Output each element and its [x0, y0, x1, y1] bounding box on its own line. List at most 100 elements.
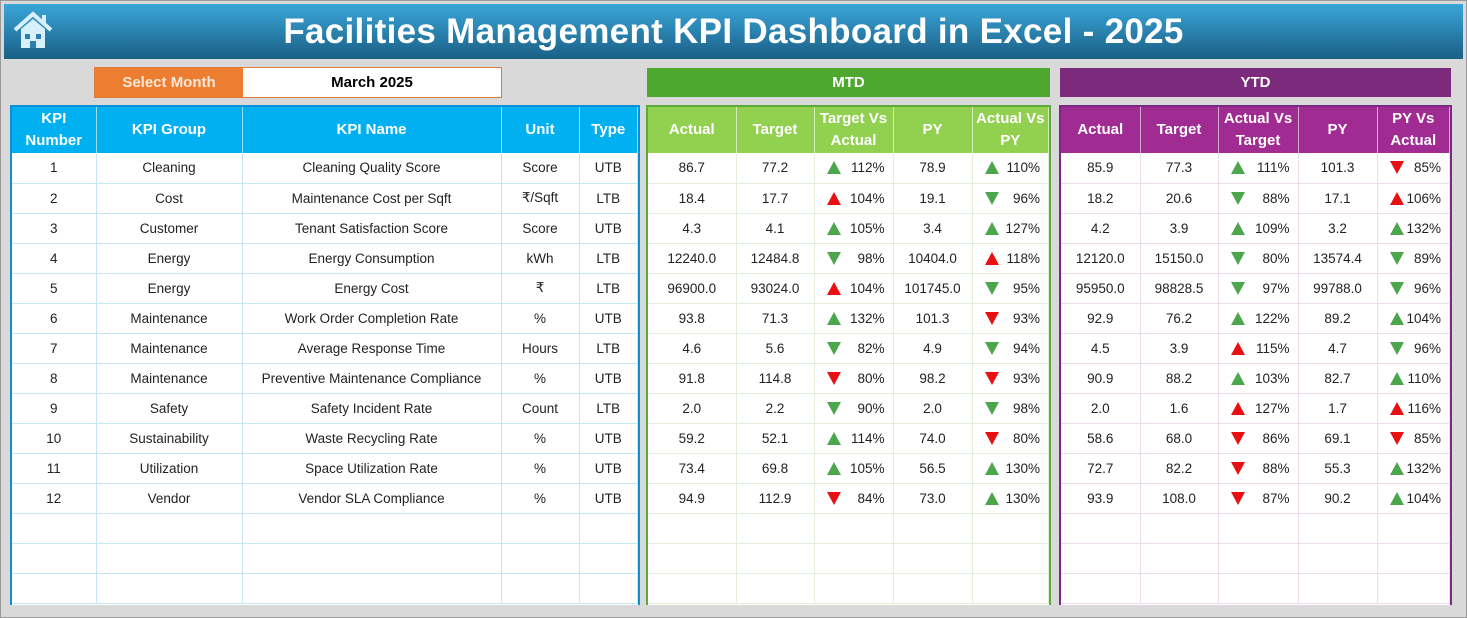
- variance-cell: 82%: [814, 333, 894, 364]
- triangle-down-icon: [1389, 161, 1404, 175]
- triangle-up-icon: [826, 281, 841, 295]
- variance-value: 104%: [849, 190, 885, 206]
- variance-value: 88%: [1262, 190, 1290, 206]
- empty-cell: [12, 573, 97, 604]
- triangle-down-icon: [1389, 281, 1404, 295]
- kpi-type: LTB: [579, 273, 638, 304]
- mtd-target: 4.1: [736, 213, 815, 244]
- variance-cell: 84%: [814, 483, 894, 514]
- variance-value: 94%: [1012, 340, 1040, 356]
- home-icon[interactable]: [12, 10, 54, 50]
- ytd-target: 3.9: [1140, 213, 1219, 244]
- variance-cell: 104%: [1377, 303, 1450, 334]
- triangle-down-icon: [826, 371, 841, 385]
- variance-content: 109%: [1219, 221, 1298, 236]
- triangle-up-icon: [826, 311, 841, 325]
- mtd-section-header: MTD: [647, 68, 1050, 97]
- mtd-py: 73.0: [893, 483, 973, 514]
- kpi-unit: Score: [501, 213, 580, 244]
- mtd-actual: 2.0: [648, 393, 737, 424]
- table-row: 96900.0 93024.0 104% 101745.0 95%: [648, 273, 1049, 304]
- ytd-actual: 93.9: [1061, 483, 1141, 514]
- variance-value: 115%: [1255, 340, 1290, 356]
- variance-content: 88%: [1219, 461, 1298, 476]
- variance-value: 105%: [849, 220, 885, 236]
- table-row: 2.0 1.6 127% 1.7 116%: [1061, 393, 1450, 424]
- ytd-target: 82.2: [1140, 453, 1219, 484]
- variance-value: 106%: [1406, 190, 1441, 206]
- variance-content: 103%: [1219, 371, 1298, 386]
- kpi-unit: ₹: [501, 273, 580, 304]
- kpi-number: 9: [12, 393, 97, 424]
- variance-content: 80%: [815, 371, 893, 386]
- variance-cell: 132%: [814, 303, 894, 334]
- kpi-name: Tenant Satisfaction Score: [242, 213, 502, 244]
- empty-cell: [579, 573, 638, 604]
- mtd-py: 19.1: [893, 183, 973, 214]
- variance-value: 82%: [857, 340, 885, 356]
- triangle-down-icon: [826, 401, 841, 415]
- variance-cell: 93%: [972, 363, 1049, 394]
- variance-content: 115%: [1219, 341, 1298, 356]
- variance-value: 84%: [857, 490, 885, 506]
- kpi-group: Customer: [96, 213, 243, 244]
- table-row: 4.6 5.6 82% 4.9 94%: [648, 333, 1049, 364]
- ytd-py: 4.7: [1298, 333, 1378, 364]
- kpi-type: UTB: [579, 453, 638, 484]
- month-dropdown[interactable]: March 2025: [243, 68, 501, 97]
- triangle-up-icon: [826, 191, 841, 205]
- triangle-down-icon: [984, 311, 999, 325]
- empty-cell: [579, 543, 638, 574]
- variance-cell: 110%: [972, 153, 1049, 184]
- mtd-actual: 12240.0: [648, 243, 737, 274]
- variance-content: 104%: [1378, 311, 1450, 326]
- variance-value: 130%: [1005, 460, 1040, 476]
- variance-cell: 127%: [972, 213, 1049, 244]
- triangle-up-icon: [1389, 491, 1404, 505]
- variance-value: 87%: [1262, 490, 1290, 506]
- variance-value: 112%: [850, 160, 885, 176]
- variance-content: 94%: [973, 341, 1049, 356]
- ytd-actual: 4.5: [1061, 333, 1141, 364]
- variance-value: 96%: [1413, 280, 1441, 296]
- table-row: 93.9 108.0 87% 90.2 104%: [1061, 483, 1450, 514]
- mtd-header-row: Actual Target Target Vs Actual PY Actual Vs …: [648, 107, 1049, 153]
- variance-value: 93%: [1012, 370, 1040, 386]
- table-row: 4 Energy Energy Consumption kWh LTB: [12, 243, 638, 274]
- kpi-group: Sustainability: [96, 423, 243, 454]
- variance-content: 132%: [815, 311, 893, 326]
- triangle-up-icon: [984, 491, 999, 505]
- triangle-up-icon: [1230, 161, 1245, 175]
- table-row: 4.5 3.9 115% 4.7 96%: [1061, 333, 1450, 364]
- kpi-number: 12: [12, 483, 97, 514]
- variance-cell: 98%: [972, 393, 1049, 424]
- empty-cell: [814, 513, 894, 544]
- mtd-py: 10404.0: [893, 243, 973, 274]
- empty-cell: [736, 513, 815, 544]
- kpi-type: UTB: [579, 363, 638, 394]
- empty-row: [12, 513, 638, 544]
- title-banner: Facilities Management KPI Dashboard in E…: [4, 4, 1463, 59]
- variance-cell: 87%: [1218, 483, 1299, 514]
- mtd-target: 17.7: [736, 183, 815, 214]
- variance-content: 88%: [1219, 191, 1298, 206]
- table-row: 58.6 68.0 86% 69.1 85%: [1061, 423, 1450, 454]
- variance-cell: 95%: [972, 273, 1049, 304]
- triangle-down-icon: [1230, 191, 1245, 205]
- mtd-py: 78.9: [893, 153, 973, 184]
- kpi-unit: %: [501, 423, 580, 454]
- mtd-actual: 18.4: [648, 183, 737, 214]
- empty-cell: [648, 573, 737, 604]
- empty-cell: [972, 573, 1049, 604]
- empty-cell: [1218, 573, 1299, 604]
- variance-cell: 96%: [1377, 273, 1450, 304]
- table-row: 6 Maintenance Work Order Completion Rate% U…: [12, 303, 638, 334]
- empty-cell: [648, 543, 737, 574]
- variance-cell: 116%: [1377, 393, 1450, 424]
- variance-cell: 130%: [972, 453, 1049, 484]
- kpi-group: Vendor: [96, 483, 243, 514]
- variance-value: 85%: [1413, 160, 1441, 176]
- table-row: 18.4 17.7 104% 19.1 96%: [648, 183, 1049, 214]
- triangle-up-icon: [1389, 371, 1404, 385]
- triangle-up-icon: [1230, 311, 1245, 325]
